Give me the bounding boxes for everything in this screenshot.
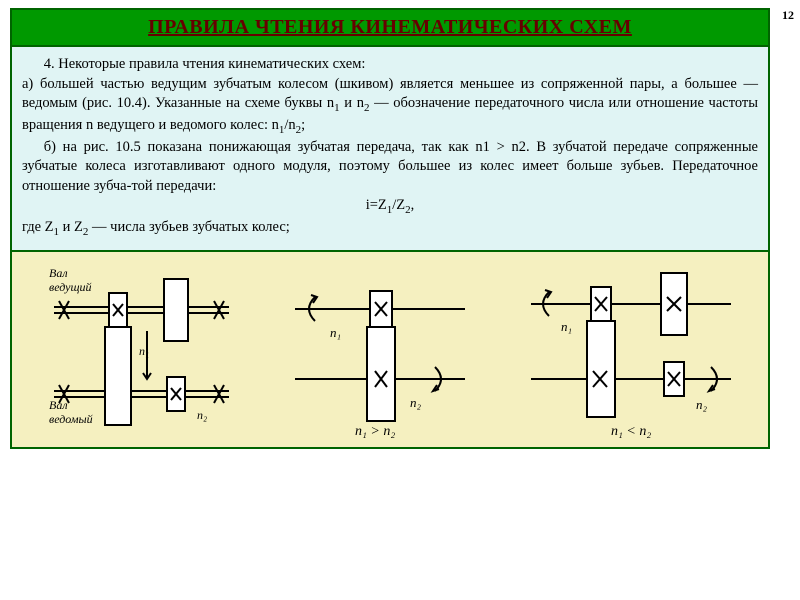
fig1-n2: n₂ <box>197 408 207 422</box>
title-bar: ПРАВИЛА ЧТЕНИЯ КИНЕМАТИЧЕСКИХ СХЕМ <box>12 10 768 47</box>
page-number: 12 <box>782 8 794 23</box>
t: — числа зубьев зубчатых колес; <box>88 219 289 235</box>
fig3-n1: n₁ <box>561 319 572 334</box>
para-a: а) большей частью ведущим зубчатым колес… <box>22 75 758 138</box>
t: /n <box>284 117 295 133</box>
slide-frame: ПРАВИЛА ЧТЕНИЯ КИНЕМАТИЧЕСКИХ СХЕМ 4. Не… <box>10 8 770 449</box>
figures-row: Вал ведущий Вал ведомый <box>12 252 768 447</box>
fig2-n2: n₂ <box>410 395 422 410</box>
text-block: 4. Некоторые правила чтения кинематическ… <box>12 47 768 252</box>
t: i=Z <box>366 197 387 213</box>
fig2-cond: n₁ > n₂ <box>355 424 395 439</box>
fig3-cond: n₁ < n₂ <box>611 424 651 439</box>
fig3-n2: n₂ <box>696 397 708 412</box>
para-intro: 4. Некоторые правила чтения кинематическ… <box>22 55 758 75</box>
t: и n <box>340 95 364 111</box>
slide-title: ПРАВИЛА ЧТЕНИЯ КИНЕМАТИЧЕСКИХ СХЕМ <box>16 16 764 39</box>
fig1-label-top: Вал <box>49 266 68 280</box>
fig2-n1: n₁ <box>330 325 341 340</box>
t: где Z <box>22 219 54 235</box>
t: , <box>411 197 415 213</box>
figure-1: Вал ведущий Вал ведомый <box>39 259 239 439</box>
t: ; <box>301 117 305 133</box>
para-where: где Z1 и Z2 — числа зубьев зубчатых коле… <box>22 218 758 240</box>
para-b: б) на рис. 10.5 показана понижающая зубч… <box>22 138 758 197</box>
fig1-label-top2: ведущий <box>49 280 92 294</box>
fig1-label-bot2: ведомый <box>49 412 93 426</box>
formula: i=Z1/Z2, <box>22 196 758 218</box>
fig1-label-bot: Вал <box>49 398 68 412</box>
figure-2: n₁ n₂ n₁ > n₂ <box>285 259 475 439</box>
figure-3: n₁ n₂ n₁ < n₂ <box>521 259 741 439</box>
t: и Z <box>59 219 83 235</box>
t: /Z <box>392 197 405 213</box>
